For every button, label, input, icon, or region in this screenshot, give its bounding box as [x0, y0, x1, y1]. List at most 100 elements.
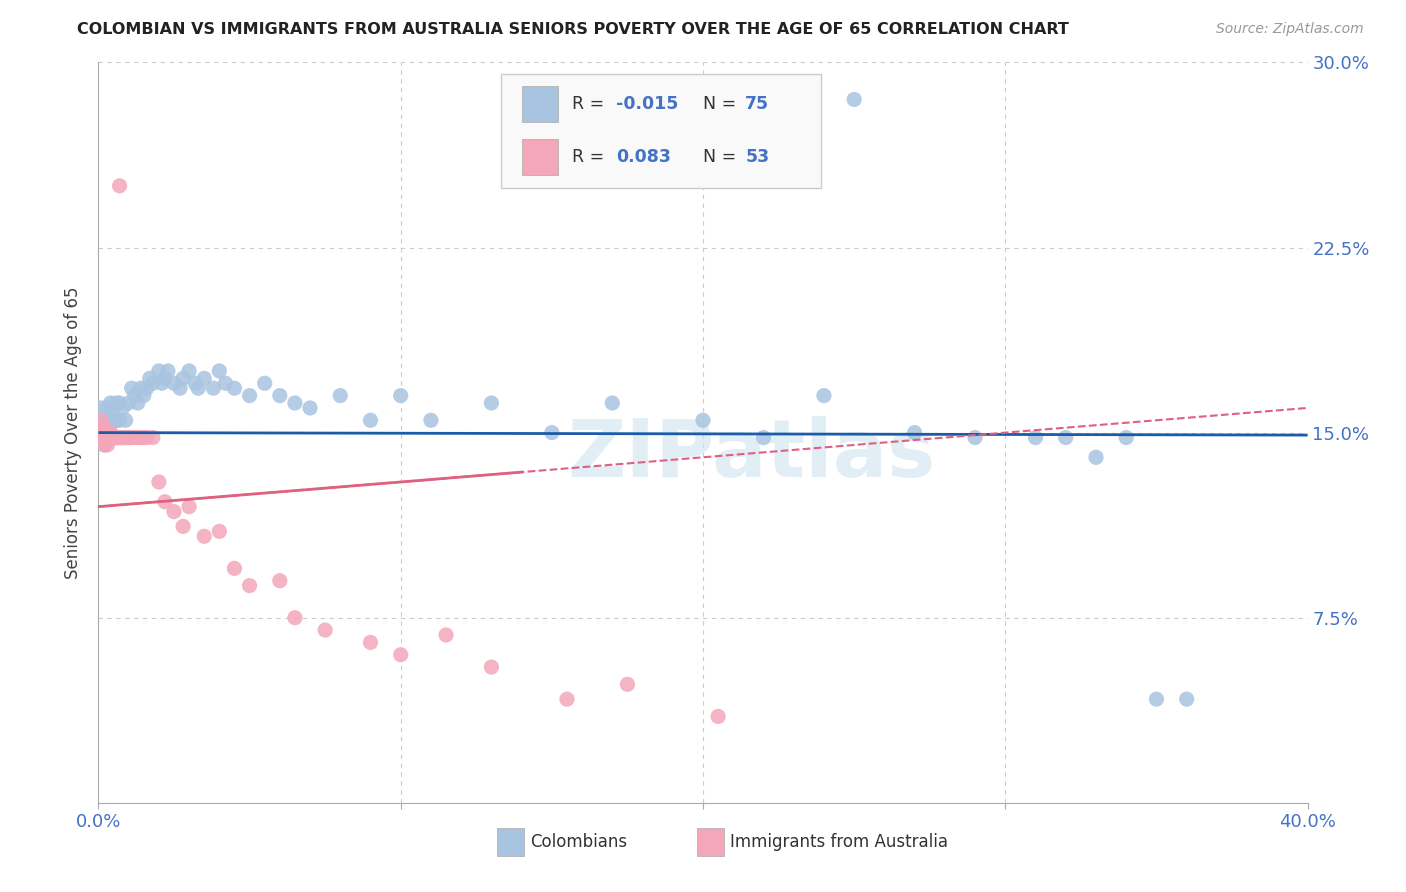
Point — [481, 396, 503, 410]
Point — [142, 376, 165, 391]
Point — [118, 431, 141, 445]
Point — [111, 431, 134, 445]
Point — [193, 371, 215, 385]
Point — [96, 401, 118, 415]
Point — [124, 431, 146, 445]
Point — [284, 610, 307, 624]
Point — [153, 371, 176, 385]
Point — [239, 388, 262, 402]
Point — [118, 431, 141, 445]
Point — [148, 364, 170, 378]
Point — [163, 376, 186, 391]
Point — [253, 376, 276, 391]
Point — [269, 388, 291, 402]
Point — [118, 396, 141, 410]
Text: N =: N = — [703, 95, 742, 113]
Point — [90, 413, 112, 427]
Point — [105, 413, 128, 427]
Point — [813, 388, 835, 402]
Point — [616, 677, 638, 691]
Point — [96, 438, 118, 452]
Point — [103, 431, 125, 445]
Point — [96, 420, 118, 434]
Point — [100, 425, 122, 440]
Point — [127, 396, 149, 410]
Point — [108, 431, 131, 445]
Point — [1175, 692, 1198, 706]
Point — [124, 388, 146, 402]
Point — [844, 92, 866, 106]
Point — [108, 396, 131, 410]
Point — [314, 623, 336, 637]
Point — [96, 431, 118, 445]
Point — [163, 505, 186, 519]
Point — [555, 692, 578, 706]
Point — [121, 431, 143, 445]
Point — [193, 529, 215, 543]
Text: ZIPatlas: ZIPatlas — [567, 416, 935, 494]
Point — [93, 420, 115, 434]
Text: Colombians: Colombians — [530, 833, 627, 851]
Point — [93, 438, 115, 452]
Point — [434, 628, 457, 642]
Point — [111, 431, 134, 445]
Point — [96, 431, 118, 445]
Point — [100, 431, 122, 445]
Point — [93, 431, 115, 445]
Point — [156, 364, 179, 378]
Point — [135, 431, 157, 445]
Bar — [498, 828, 524, 856]
Point — [1024, 431, 1046, 445]
Point — [105, 396, 128, 410]
Text: R =: R = — [572, 148, 610, 166]
Point — [96, 413, 118, 427]
Point — [172, 519, 194, 533]
Point — [105, 431, 128, 445]
Point — [103, 431, 125, 445]
Point — [93, 431, 115, 445]
Bar — [522, 139, 558, 175]
Point — [142, 431, 165, 445]
Point — [105, 431, 128, 445]
Point — [90, 401, 112, 415]
Point — [135, 381, 157, 395]
Point — [127, 431, 149, 445]
Point — [139, 371, 162, 385]
Point — [90, 425, 112, 440]
Point — [108, 431, 131, 445]
Point — [420, 413, 443, 427]
Point — [224, 561, 246, 575]
Text: N =: N = — [703, 148, 742, 166]
Point — [239, 579, 262, 593]
Point — [360, 635, 382, 649]
Text: COLOMBIAN VS IMMIGRANTS FROM AUSTRALIA SENIORS POVERTY OVER THE AGE OF 65 CORREL: COLOMBIAN VS IMMIGRANTS FROM AUSTRALIA S… — [77, 22, 1069, 37]
Point — [96, 431, 118, 445]
Point — [150, 376, 173, 391]
Point — [100, 425, 122, 440]
Point — [132, 431, 155, 445]
Point — [1115, 431, 1137, 445]
Point — [179, 364, 201, 378]
Point — [114, 413, 136, 427]
Text: 53: 53 — [745, 148, 769, 166]
Point — [692, 413, 714, 427]
Point — [103, 413, 125, 427]
Point — [329, 388, 352, 402]
Point — [90, 431, 112, 445]
Point — [100, 431, 122, 445]
Point — [752, 431, 775, 445]
Point — [100, 431, 122, 445]
Point — [202, 381, 225, 395]
Point — [707, 709, 730, 723]
Point — [90, 431, 112, 445]
Point — [269, 574, 291, 588]
Text: 0.083: 0.083 — [616, 148, 671, 166]
Point — [132, 388, 155, 402]
Point — [208, 524, 231, 539]
Point — [172, 371, 194, 385]
Point — [121, 381, 143, 395]
Point — [114, 431, 136, 445]
Point — [904, 425, 927, 440]
Point — [602, 396, 624, 410]
Point — [118, 431, 141, 445]
